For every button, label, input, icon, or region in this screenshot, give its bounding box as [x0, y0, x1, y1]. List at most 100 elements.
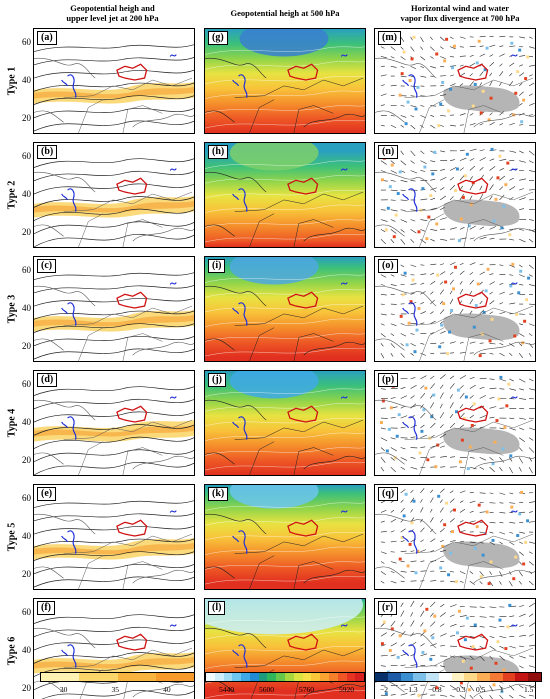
- wind-vector: [499, 466, 503, 472]
- divergence-cell: [431, 636, 435, 640]
- wind-vector: [459, 341, 464, 344]
- divergence-cell: [467, 224, 471, 228]
- divergence-cell: [424, 386, 428, 390]
- wind-vector: [420, 170, 426, 172]
- wind-vector: [489, 580, 494, 587]
- wind-vector: [430, 187, 437, 191]
- wind-vector: [430, 508, 433, 513]
- wind-vector: [529, 313, 534, 315]
- map-panel-e: (e): [33, 484, 195, 590]
- panel-label: (r): [378, 601, 398, 615]
- divergence-cell: [398, 170, 402, 174]
- lake-outline: [232, 74, 248, 98]
- wind-vector: [469, 55, 474, 57]
- wind-vector: [459, 490, 466, 494]
- colorbar-label: 1.5: [524, 685, 534, 694]
- divergence-cell: [504, 647, 508, 651]
- wind-vector: [519, 604, 524, 608]
- divergence-cell: [481, 553, 485, 557]
- wind-vector: [410, 457, 416, 459]
- wind-vector: [430, 633, 435, 637]
- wind-vector: [449, 518, 455, 523]
- wind-vector: [499, 186, 504, 191]
- divergence-cell: [385, 449, 389, 453]
- wind-vector: [380, 531, 387, 533]
- wind-vector: [519, 208, 525, 211]
- wind-vector: [390, 189, 398, 192]
- wind-vector: [529, 64, 535, 67]
- wind-vector: [459, 174, 465, 181]
- wind-vector: [469, 580, 475, 585]
- divergence-cell: [507, 382, 511, 386]
- wind-vector: [459, 625, 465, 627]
- height-contour: [34, 158, 194, 168]
- height-contour: [34, 234, 194, 247]
- wind-vector: [410, 352, 414, 356]
- wind-vector: [430, 612, 434, 617]
- wind-vector: [499, 45, 504, 47]
- wind-vector: [390, 642, 398, 647]
- lake-outline: [169, 396, 177, 399]
- divergence-cell: [500, 690, 504, 694]
- wind-vector: [479, 149, 485, 152]
- wind-vector: [400, 610, 405, 617]
- wind-vector: [430, 280, 436, 285]
- wind-vector: [519, 634, 527, 637]
- y-tick-label: 40: [22, 645, 31, 655]
- wind-vector: [509, 655, 514, 659]
- divergence-cell: [396, 192, 400, 195]
- divergence-cell: [487, 118, 491, 122]
- wind-vector: [449, 184, 456, 191]
- wind-vector: [469, 290, 473, 295]
- divergence-cell: [429, 194, 433, 197]
- wind-vector: [430, 402, 435, 409]
- height-contour: [34, 335, 194, 347]
- colorbar-segment: [293, 673, 303, 681]
- divergence-cell: [524, 77, 528, 81]
- wind-vector: [420, 229, 426, 232]
- wind-vector: [459, 167, 465, 171]
- wind-vector: [499, 531, 506, 535]
- wind-vector: [390, 466, 396, 473]
- colorbar-segment: [155, 673, 194, 681]
- height-contour: [34, 221, 194, 235]
- col1-title-line1: Geopotential heigh and: [70, 3, 155, 13]
- divergence-cell: [459, 681, 463, 685]
- wind-vector: [469, 500, 476, 503]
- colorbar-segment: [528, 673, 541, 681]
- lake-outline: [61, 188, 77, 212]
- colorbar-segment: [206, 673, 215, 681]
- wind-vector: [420, 693, 428, 696]
- wind-vector: [489, 44, 496, 47]
- divergence-cell: [398, 93, 402, 97]
- row-label-text: Type 6: [6, 636, 18, 666]
- map-panel-a: (a): [33, 28, 195, 134]
- divergence-cell: [475, 61, 479, 65]
- wind-vector: [430, 332, 435, 334]
- wind-vector: [390, 540, 397, 543]
- coastline: [34, 285, 194, 356]
- wind-vector: [528, 352, 532, 357]
- wind-vector: [430, 272, 435, 275]
- wind-vector: [390, 580, 397, 584]
- wind-vector: [489, 166, 496, 171]
- divergence-cell: [466, 467, 470, 471]
- wind-vector: [449, 375, 455, 380]
- border-line: [249, 441, 334, 475]
- lake-outline: [232, 644, 248, 668]
- wind-vector: [450, 56, 455, 58]
- wind-vector: [479, 606, 485, 608]
- divergence-cell: [436, 273, 440, 277]
- lake-outline: [510, 510, 518, 513]
- wind-vector: [519, 55, 526, 57]
- wind-vector: [380, 293, 387, 296]
- wind-vector: [528, 333, 533, 337]
- wind-vector: [528, 634, 534, 637]
- wind-vector: [420, 150, 425, 155]
- divergence-cell: [503, 425, 507, 429]
- divergence-cell: [437, 124, 441, 128]
- wind-vector: [518, 352, 524, 359]
- panel-label: (o): [378, 259, 398, 273]
- wind-vector: [400, 56, 406, 61]
- wind-vector: [489, 176, 494, 181]
